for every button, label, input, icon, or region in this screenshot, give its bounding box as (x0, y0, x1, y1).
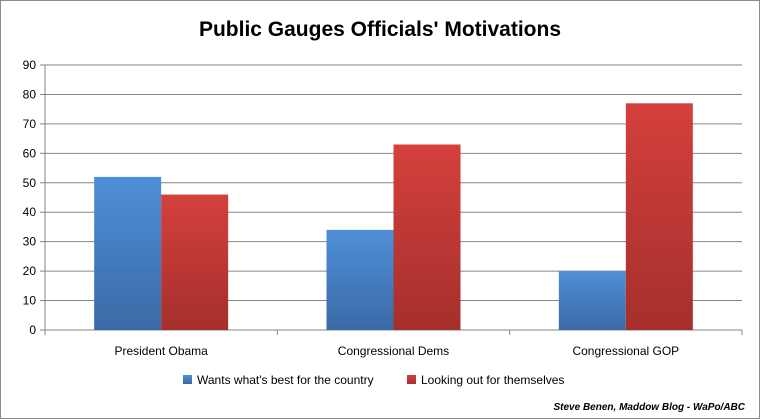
bar-out-for-themselves (161, 194, 229, 330)
x-category-label: President Obama (114, 344, 208, 358)
x-category-label: Congressional Dems (338, 344, 449, 358)
axis-labels: 0 10 20 30 40 50 60 70 80 90 President Obama Congre… (23, 58, 680, 358)
y-tick-label: 20 (23, 264, 37, 278)
y-tick-label: 50 (23, 176, 37, 190)
legend-swatch (183, 375, 192, 384)
y-tick-label: 30 (23, 235, 37, 249)
chart-title: Public Gauges Officials' Motivations (199, 18, 561, 41)
legend: Wants what's best for the country Looking… (183, 373, 564, 387)
bar-out-for-themselves (393, 144, 461, 330)
x-category-label: Congressional GOP (572, 344, 679, 358)
bar-best-for-country (326, 229, 394, 330)
y-tick-label: 60 (23, 146, 37, 160)
legend-label: Looking out for themselves (421, 373, 564, 387)
y-tick-label: 70 (23, 117, 37, 131)
y-tick-label: 80 (23, 87, 37, 101)
y-tick-label: 10 (23, 294, 37, 308)
bar-best-for-country (558, 271, 626, 330)
legend-swatch (407, 375, 416, 384)
y-tick-label: 0 (29, 323, 36, 337)
source-credit: Steve Benen, Maddow Blog - WaPo/ABC (554, 402, 746, 413)
bars (94, 103, 693, 331)
y-tick-label: 90 (23, 58, 37, 72)
y-tick-label: 40 (23, 205, 37, 219)
legend-label: Wants what's best for the country (197, 373, 374, 387)
bar-out-for-themselves (625, 103, 693, 331)
bar-best-for-country (94, 176, 162, 330)
